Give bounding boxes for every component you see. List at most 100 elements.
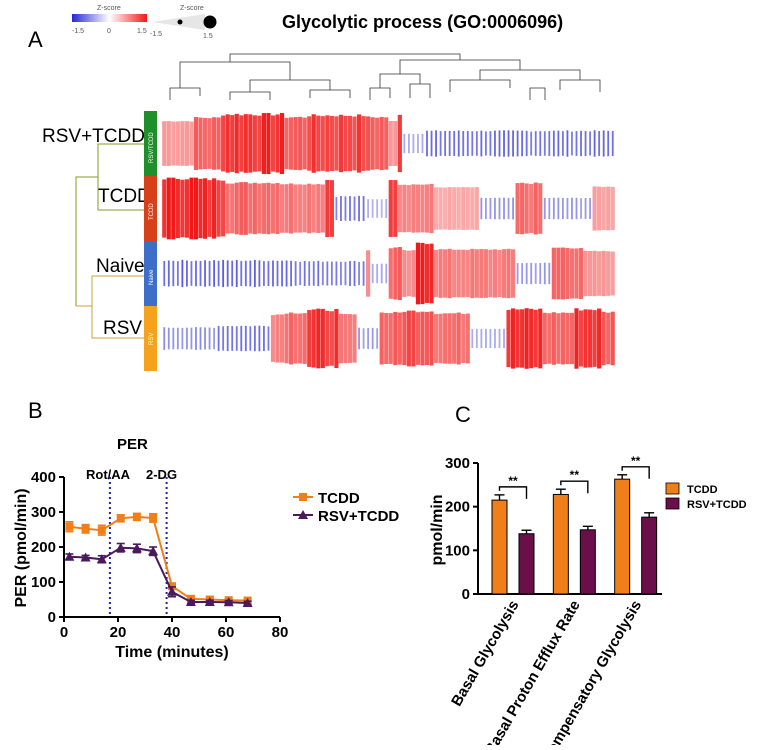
chart-b-point (242, 598, 253, 607)
chart-c-ytick-label: 100 (445, 542, 470, 559)
heatmap-cell (249, 326, 252, 351)
heatmap-cell (598, 130, 601, 157)
heatmap-cell (166, 121, 171, 166)
heatmap-cell (371, 327, 374, 350)
heatmap (162, 112, 615, 369)
heatmap-cell (606, 312, 611, 365)
heatmap-cell (195, 260, 197, 287)
heatmap-cell (539, 263, 542, 284)
chart-b-point (80, 552, 91, 562)
zscore-color-bar (72, 14, 147, 22)
heatmap-cell (569, 248, 575, 299)
row-label-rsv-tcdd: RSV+TCDD (42, 126, 145, 147)
heatmap-cell (538, 183, 543, 234)
heatmap-cell (275, 114, 280, 173)
chart-c-ytick-label: 300 (445, 455, 470, 472)
heatmap-cell (329, 180, 334, 237)
chart-c-bar (518, 533, 535, 595)
heatmap-cell (461, 249, 466, 298)
heatmap-cell (263, 261, 265, 286)
heatmap-cell (388, 180, 393, 237)
chart-b: 0 100 200 300 400 0 20 40 60 80 (31, 469, 288, 641)
heatmap-cell (461, 314, 466, 363)
heatmap-cell (298, 116, 303, 171)
heatmap-cell (167, 327, 170, 350)
heatmap-cell (202, 117, 208, 170)
heatmap-cell (253, 259, 256, 288)
heatmap-cell (539, 131, 542, 156)
sidebar-text-rsv: RSV (149, 333, 155, 345)
heatmap-cell (217, 260, 220, 287)
chart-b-point (223, 597, 234, 607)
panel-c-letter: C (455, 402, 471, 427)
heatmap-cell (494, 197, 496, 220)
heatmap-cell (240, 260, 243, 287)
heatmap-cell (293, 184, 298, 233)
chart-b-xtick-label: 60 (218, 624, 235, 641)
heatmap-cell (163, 260, 166, 287)
heatmap-cell (289, 117, 294, 170)
chart-c-significance-bracket (498, 486, 528, 499)
heatmap-cell (406, 310, 411, 367)
heatmap-cell (352, 116, 357, 171)
heatmap-cell (602, 130, 605, 157)
heatmap-cell (402, 311, 407, 366)
heatmap-cell (447, 187, 452, 230)
sidebar-naive (144, 241, 157, 306)
heatmap-cell (584, 198, 587, 219)
chart-b-ytick-label: 200 (31, 539, 56, 556)
heatmap-cell (584, 130, 587, 157)
heatmap-cell (294, 261, 297, 286)
heatmap-cell (588, 309, 593, 368)
heatmap-cell (316, 308, 321, 369)
chart-b-point (167, 586, 177, 596)
heatmap-cell (402, 184, 407, 233)
heatmap-cell (480, 130, 483, 157)
heatmap-cell (240, 325, 243, 352)
heatmap-cell (299, 261, 302, 286)
chart-b-xtick-label: 20 (110, 624, 127, 641)
heatmap-cell (370, 117, 375, 170)
heatmap-cell (574, 248, 579, 299)
chart-c-significance-bracket (621, 466, 650, 479)
chart-b-xtick-label: 40 (164, 624, 181, 641)
heatmap-cell (307, 183, 312, 234)
heatmap-cell (501, 249, 507, 298)
heatmap-cell (367, 328, 370, 349)
heatmap-cell (329, 115, 334, 172)
heatmap-cell (207, 180, 212, 237)
heatmap-cell (267, 326, 270, 351)
sidebar-text-rsv-tcdd: RSV/TCDD (149, 132, 155, 163)
heatmap-cell (325, 179, 330, 238)
heatmap-cell (571, 131, 573, 156)
heatmap-cell (284, 184, 289, 233)
heatmap-cell (471, 328, 474, 349)
heatmap-cell (465, 313, 470, 364)
heatmap-cell (606, 251, 611, 296)
heatmap-cell (375, 117, 380, 170)
heatmap-cell (212, 178, 217, 239)
heatmap-cell (189, 177, 194, 240)
heatmap-cell (358, 195, 360, 222)
heatmap-cell (243, 182, 248, 235)
zscore-tick: 1.5 (137, 28, 147, 35)
chart-b-point (204, 596, 215, 606)
heatmap-cell (474, 187, 479, 230)
heatmap-cell (329, 311, 334, 366)
heatmap-cell (362, 328, 365, 349)
heatmap-cell (213, 327, 215, 350)
heatmap-cell (583, 250, 588, 297)
heatmap-cell (474, 249, 479, 298)
zscore-tick: 0 (107, 28, 111, 35)
heatmap-cell (204, 327, 206, 350)
heatmap-cell (551, 312, 556, 365)
heatmap-cell (515, 309, 520, 368)
heatmap-cell (566, 197, 569, 220)
heatmap-cell (199, 260, 202, 287)
legend-label-tcdd: TCDD (687, 484, 718, 496)
heatmap-cell (311, 114, 316, 173)
heatmap-cell (285, 260, 288, 287)
heatmap-cell (279, 184, 285, 233)
heatmap-cell (397, 114, 402, 173)
